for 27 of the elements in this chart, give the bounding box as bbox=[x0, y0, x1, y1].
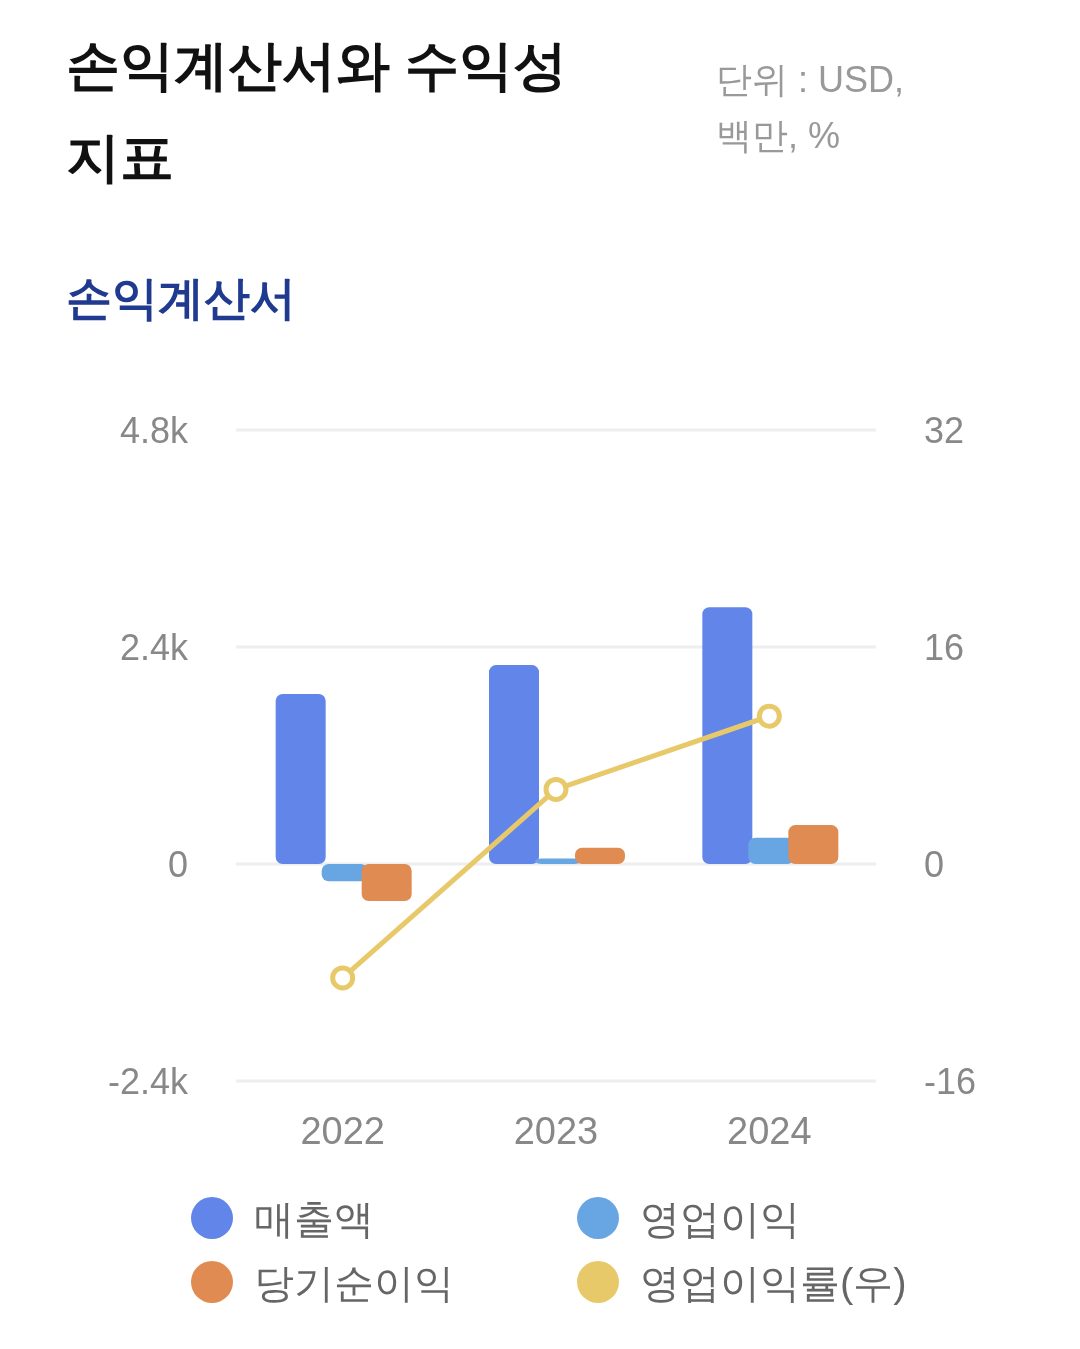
bar bbox=[788, 825, 839, 864]
y-tick-label: -2.4k bbox=[107, 1061, 189, 1102]
bar bbox=[702, 607, 753, 864]
point bbox=[330, 965, 356, 991]
y-tick-label: 2.4k bbox=[119, 627, 189, 668]
point bbox=[756, 703, 782, 729]
point bbox=[543, 776, 569, 802]
bar bbox=[575, 847, 625, 864]
x-tick-label: 2022 bbox=[300, 1110, 385, 1152]
y2-tick-label: 0 bbox=[924, 844, 945, 885]
y2-tick-label: -16 bbox=[924, 1061, 977, 1102]
y-tick-label: 0 bbox=[167, 844, 188, 885]
legend-label: 매출액 bbox=[254, 1197, 374, 1241]
legend-label: 영업이익 bbox=[640, 1197, 800, 1241]
y2-tick-label: 16 bbox=[924, 627, 965, 668]
chart-subtitle: 손익계산서 bbox=[66, 272, 296, 324]
y-tick-label: 4.8k bbox=[119, 410, 189, 451]
legend-label: 당기순이익 bbox=[254, 1261, 454, 1305]
bar bbox=[361, 864, 412, 902]
y2-tick-label: 32 bbox=[924, 410, 965, 451]
x-tick-label: 2024 bbox=[727, 1110, 812, 1152]
text: 단위 : USD, 백만, % bbox=[716, 59, 905, 156]
chart-title: 손익계산서와 수익성 지표 bbox=[66, 35, 568, 187]
bar bbox=[275, 694, 326, 864]
legend-label: 영업이익률(우) bbox=[640, 1261, 907, 1305]
bar bbox=[489, 665, 539, 864]
x-tick-label: 2023 bbox=[513, 1110, 599, 1152]
